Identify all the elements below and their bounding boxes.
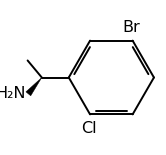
Text: Cl: Cl: [81, 122, 96, 136]
Text: Br: Br: [123, 20, 140, 35]
Polygon shape: [26, 78, 42, 96]
Text: H₂N: H₂N: [0, 86, 26, 101]
